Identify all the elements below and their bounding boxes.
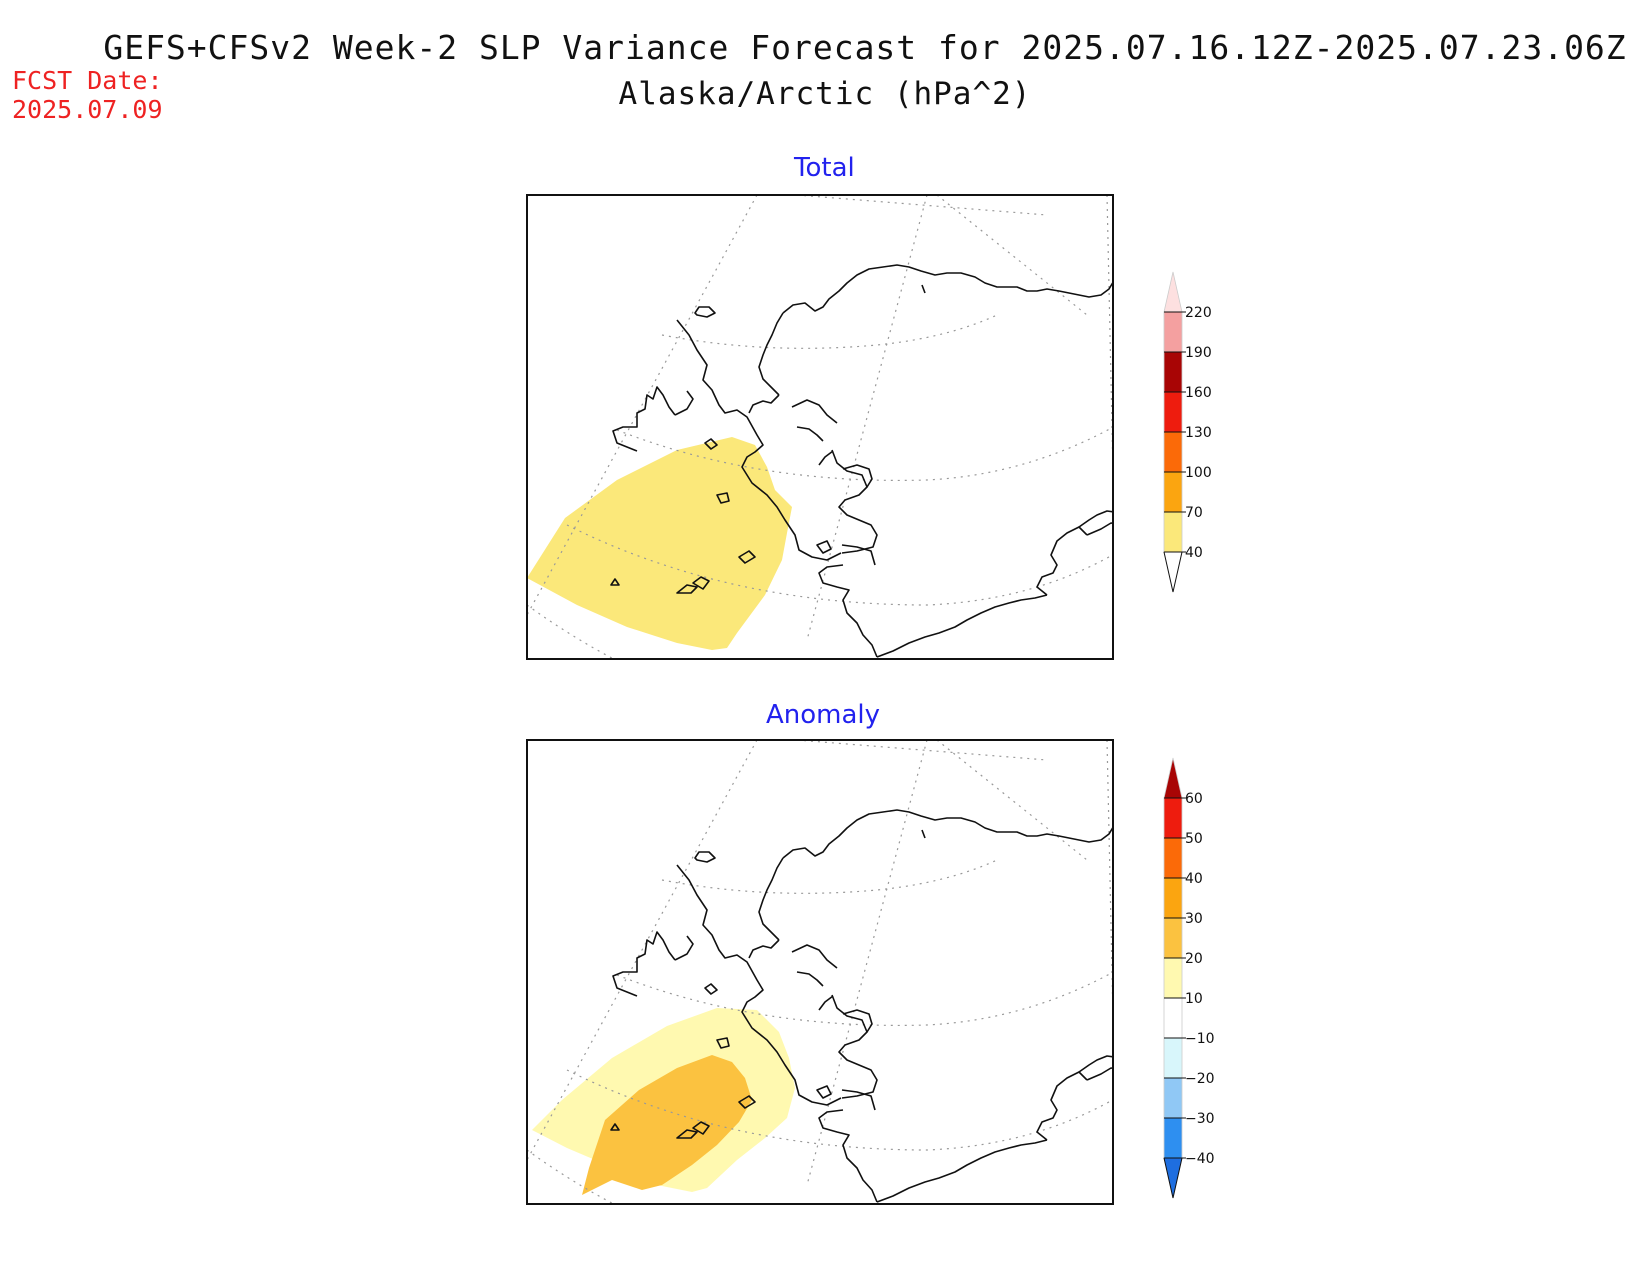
anomaly-shading-20-30 <box>582 1055 752 1195</box>
anomaly-colorbar-block-7 <box>1164 878 1182 918</box>
total-colorbar-arrow-low <box>1163 551 1183 593</box>
total-colorbar-label-5: 190 <box>1185 345 1212 361</box>
total-colorbar-label-6: 220 <box>1185 305 1212 321</box>
forecast-date-caption: FCST Date: <box>12 66 163 95</box>
anomaly-colorbar-block-3 <box>1164 1038 1182 1078</box>
anomaly-colorbar-block-8 <box>1164 838 1182 878</box>
total-colorbar-label-2: 100 <box>1185 465 1212 481</box>
anomaly-colorbar-label-0: −40 <box>1185 1151 1215 1167</box>
total-colorbar-label-1: 70 <box>1185 505 1203 521</box>
total-map-panel <box>526 194 1114 660</box>
anomaly-colorbar-block-9 <box>1164 798 1182 838</box>
total-colorbar-arrow-high <box>1164 272 1182 312</box>
forecast-date-value: 2025.07.09 <box>12 95 163 124</box>
anomaly-colorbar-label-7: 40 <box>1185 871 1203 887</box>
total-colorbar-block-3 <box>1164 432 1182 472</box>
anomaly-colorbar-label-5: 20 <box>1185 951 1203 967</box>
anomaly-map-frame <box>526 739 1114 1205</box>
anomaly-colorbar-label-8: 50 <box>1185 831 1203 847</box>
total-colorbar-block-6 <box>1164 312 1182 352</box>
panel-title-anomaly: Anomaly <box>766 700 881 730</box>
anomaly-colorbar-label-2: −20 <box>1185 1071 1215 1087</box>
anomaly-colorbar-block-4 <box>1164 998 1182 1038</box>
anomaly-colorbar-block-6 <box>1164 918 1182 958</box>
map-title: GEFS+CFSv2 Week-2 SLP Variance Forecast … <box>103 28 1627 67</box>
anomaly-colorbar-block-1 <box>1164 1118 1182 1158</box>
anomaly-colorbar-label-3: −10 <box>1185 1031 1215 1047</box>
anomaly-colorbar: −40 −30 −20 −10 10 20 30 40 50 60 <box>1163 757 1215 1199</box>
anomaly-colorbar-block-5 <box>1164 958 1182 998</box>
anomaly-colorbar-label-6: 30 <box>1185 911 1203 927</box>
anomaly-colorbar-label-1: −30 <box>1185 1111 1215 1127</box>
panel-title-total: Total <box>794 153 855 183</box>
anomaly-map-panel <box>526 739 1114 1205</box>
forecast-date-label: FCST Date: 2025.07.09 <box>12 66 163 124</box>
total-colorbar-block-2 <box>1164 472 1182 512</box>
total-colorbar-block-1 <box>1164 512 1182 552</box>
anomaly-colorbar-label-4: 10 <box>1185 991 1203 1007</box>
total-colorbar-block-5 <box>1164 352 1182 392</box>
total-colorbar: 40 70 100 130 160 190 220 <box>1163 271 1212 593</box>
map-subtitle: Alaska/Arctic (hPa^2) <box>618 76 1032 112</box>
total-colorbar-label-0: 40 <box>1185 545 1203 561</box>
total-map-frame <box>526 194 1114 660</box>
total-colorbar-label-3: 130 <box>1185 425 1212 441</box>
total-shading-40-70 <box>527 437 792 650</box>
anomaly-colorbar-label-9: 60 <box>1185 791 1203 807</box>
anomaly-colorbar-arrow-high <box>1164 758 1182 798</box>
total-colorbar-label-4: 160 <box>1185 385 1212 401</box>
anomaly-colorbar-arrow-low <box>1163 1157 1183 1199</box>
total-colorbar-block-4 <box>1164 392 1182 432</box>
anomaly-colorbar-block-2 <box>1164 1078 1182 1118</box>
